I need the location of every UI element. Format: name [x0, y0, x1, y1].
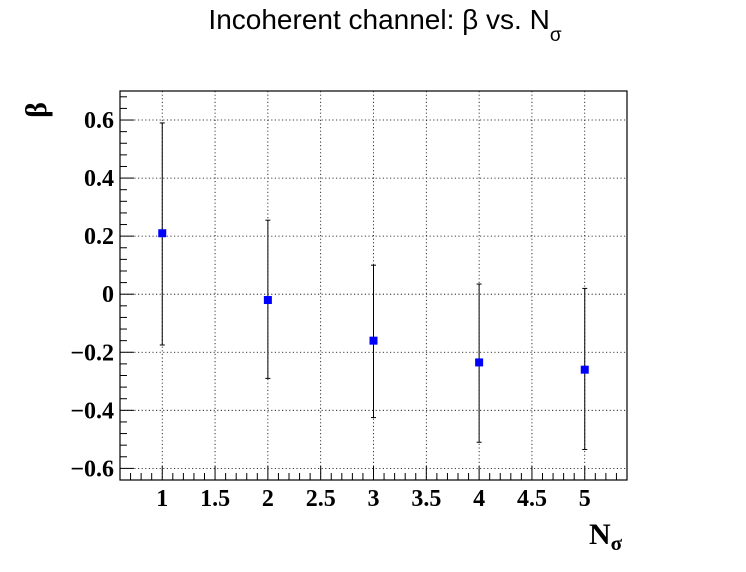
data-point — [158, 229, 167, 238]
x-tick-label: 1 — [156, 486, 168, 512]
x-axis-label: Nσ — [589, 518, 623, 555]
x-tick-label: 2 — [262, 486, 274, 512]
data-point — [263, 296, 272, 305]
chart-title-main: Incoherent channel: β vs. N — [208, 4, 549, 35]
x-tick-label: 4.5 — [517, 486, 547, 512]
chart-title: Incoherent channel: β vs. Nσ — [208, 4, 561, 46]
y-tick-label: −0.6 — [70, 456, 114, 482]
data-point — [475, 358, 484, 367]
x-tick-label: 1.5 — [200, 486, 230, 512]
y-axis-label: β — [20, 102, 53, 118]
x-tick-labels: 1 1.5 2 2.5 3 3.5 4 4.5 5 — [156, 486, 591, 512]
y-tick-label: −0.4 — [70, 398, 114, 424]
y-tick-label: −0.2 — [70, 340, 114, 366]
data-points — [158, 229, 589, 374]
y-tick-label: 0.4 — [84, 166, 114, 192]
x-tick-label: 5 — [579, 486, 591, 512]
data-point — [369, 336, 378, 345]
x-tick-label: 4 — [473, 486, 485, 512]
error-bars — [159, 122, 588, 451]
y-tick-label: 0.6 — [84, 108, 114, 134]
x-axis-label-subscript: σ — [611, 531, 623, 555]
data-point — [580, 365, 589, 374]
y-tick-label: 0 — [102, 282, 114, 308]
y-tick-label: 0.2 — [84, 224, 114, 250]
x-tick-label: 3 — [368, 486, 380, 512]
axis-ticks — [119, 96, 628, 481]
x-axis-label-main: N — [589, 518, 611, 551]
x-tick-label: 3.5 — [411, 486, 441, 512]
chart-title-subscript: σ — [550, 25, 562, 46]
x-tick-label: 2.5 — [306, 486, 336, 512]
y-tick-labels: −0.6 −0.4 −0.2 0 0.2 0.4 0.6 — [70, 108, 114, 482]
